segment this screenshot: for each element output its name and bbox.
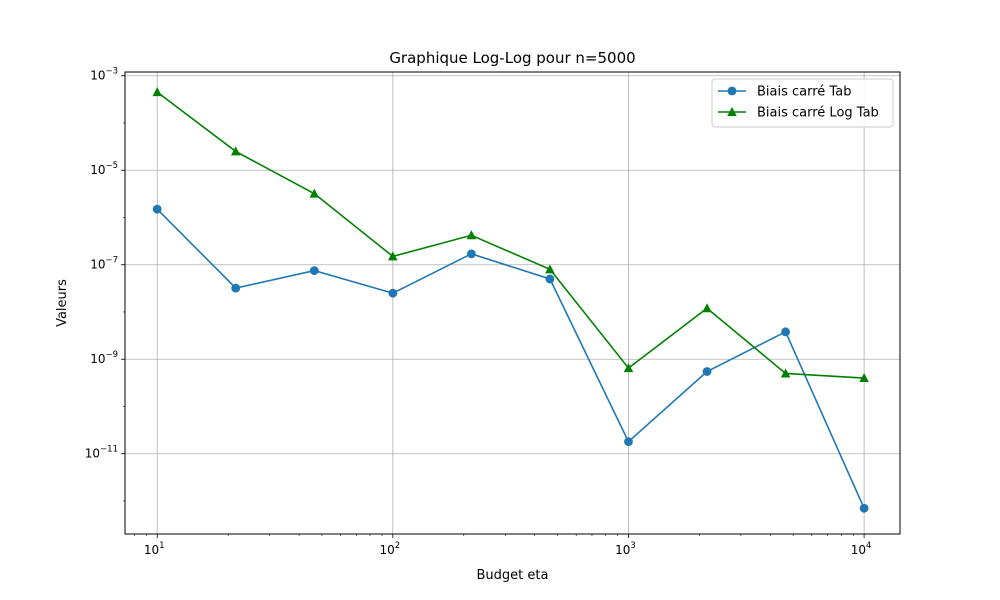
series-1-point [466, 249, 476, 259]
series-1-point [624, 437, 633, 447]
series-2-point [545, 264, 555, 274]
legend-box [711, 78, 894, 128]
series-2-point [780, 368, 791, 378]
series-2-point [309, 188, 320, 198]
legend-marker-2 [727, 107, 737, 116]
series-2-point [859, 373, 869, 383]
y-tick-label: 10−3 [90, 67, 118, 83]
series-1-point [545, 274, 555, 284]
series-2-point [152, 87, 162, 97]
series-2-point [702, 303, 712, 313]
x-tick-label: 101 [144, 541, 165, 557]
series-1-point [152, 204, 162, 214]
x-tick-label: 103 [615, 541, 636, 557]
legend-marker-1 [727, 86, 737, 96]
series-1-point [309, 266, 319, 276]
y-tick-label: 10−5 [90, 161, 118, 177]
x-axis-label: Budget eta [477, 568, 549, 583]
legend-label-1: Biais carré Tab [757, 85, 851, 100]
plot-area [125, 72, 900, 534]
series-2-point [466, 230, 477, 240]
plot-frame [124, 71, 901, 535]
y-axis-label: Valeurs [55, 279, 70, 327]
series-2-point [388, 251, 398, 261]
series-1-point [231, 283, 241, 293]
legend: Biais carré Tab Biais carré Log Tab [711, 78, 894, 128]
y-tick-label: 10−7 [90, 256, 118, 272]
y-tick-label: 10−11 [85, 445, 118, 461]
grid [125, 72, 900, 534]
x-tick-label: 104 [851, 541, 872, 557]
y-tick-label: 10−9 [90, 350, 118, 366]
series-2-point [623, 363, 634, 373]
series-2-point [230, 146, 241, 156]
series-line-1 [156, 208, 865, 509]
series-1-point [702, 367, 712, 376]
series-line-2 [156, 91, 865, 379]
legend-label-2: Biais carré Log Tab [757, 106, 879, 121]
ticks: 101 102 103 104 10−11 10−9 10−7 10−5 10−3 [85, 67, 872, 557]
chart-title: Graphique Log-Log pour n=5000 [389, 49, 635, 67]
series-layer [152, 87, 869, 513]
series-1-point [859, 503, 869, 513]
series-1-point [388, 288, 398, 298]
x-tick-label: 102 [379, 541, 400, 557]
series-1-point [781, 327, 790, 337]
